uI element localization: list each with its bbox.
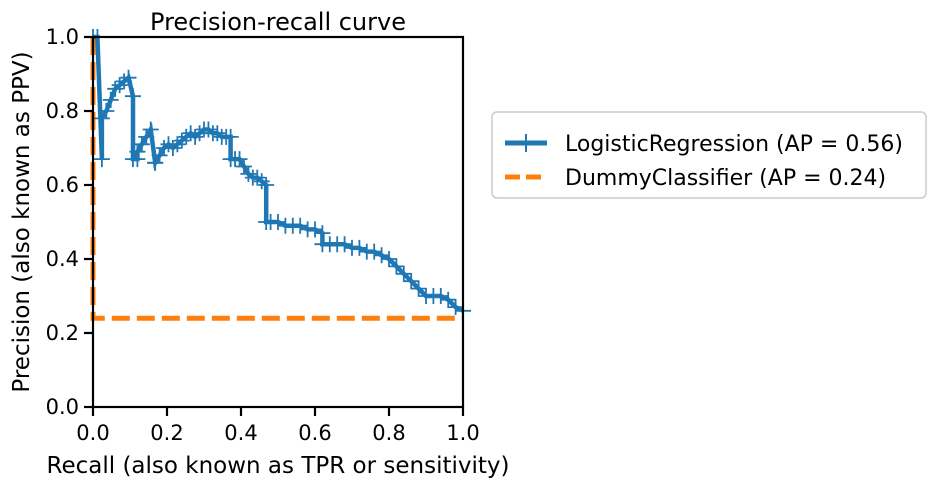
data-point-marker [432,288,449,304]
x-tick-label: 0.2 [150,421,183,445]
data-point-marker [388,258,405,275]
data-point-marker [142,121,159,138]
series-markers [85,29,471,319]
data-point-marker [351,239,368,256]
data-point-marker [270,214,286,230]
plot-area [85,29,471,409]
y-axis-ticks: 0.0 0.2 0.4 0.6 0.8 1.0 [46,25,93,419]
data-point-marker [98,103,115,119]
x-tick-label: 1.0 [446,421,479,445]
data-point-marker [292,217,309,234]
data-point-marker [124,88,141,105]
y-tick-label: 1.0 [46,25,79,49]
x-tick-label: 0.8 [372,421,405,445]
data-point-marker [395,265,412,282]
legend: LogisticRegression (AP = 0.56) DummyClas… [491,111,927,199]
legend-label-dummy: DummyClassifier (AP = 0.24) [565,166,886,191]
x-tick-label: 0.4 [224,421,257,445]
x-tick-label: 0.6 [298,421,331,445]
data-point-marker [336,236,353,253]
x-axis-ticks: 0.0 0.2 0.4 0.6 0.8 1.0 [76,407,480,445]
legend-frame [491,111,927,199]
legend-label-logistic: LogisticRegression (AP = 0.56) [565,132,903,157]
y-axis-label: Precision (also known as PPV) [9,51,35,392]
data-point-marker [381,251,397,267]
chart-title: Precision-recall curve [150,8,406,36]
data-point-marker [258,177,275,193]
legend-marker-logistic [517,134,535,152]
y-tick-label: 0.4 [46,247,79,271]
series-line-logistic-regression [93,34,465,313]
data-point-marker [366,243,383,260]
data-point-marker [120,69,137,86]
y-tick-label: 0.8 [46,99,79,123]
x-axis-label: Recall (also known as TPR or sensitivity… [47,453,510,479]
data-point-marker [373,247,390,264]
data-point-marker [403,273,420,290]
data-point-marker [440,291,457,308]
x-tick-label: 0.0 [76,421,109,445]
y-tick-label: 0.2 [46,321,79,345]
axes-frame [91,35,465,409]
data-point-marker [410,280,427,297]
data-point-marker [447,299,464,316]
y-tick-label: 0.6 [46,173,79,197]
series-lines [90,34,465,321]
y-tick-label: 0.0 [46,395,79,419]
data-point-marker [222,128,239,145]
data-point-marker [93,151,110,168]
data-point-marker [102,91,119,108]
data-point-marker [307,221,323,238]
